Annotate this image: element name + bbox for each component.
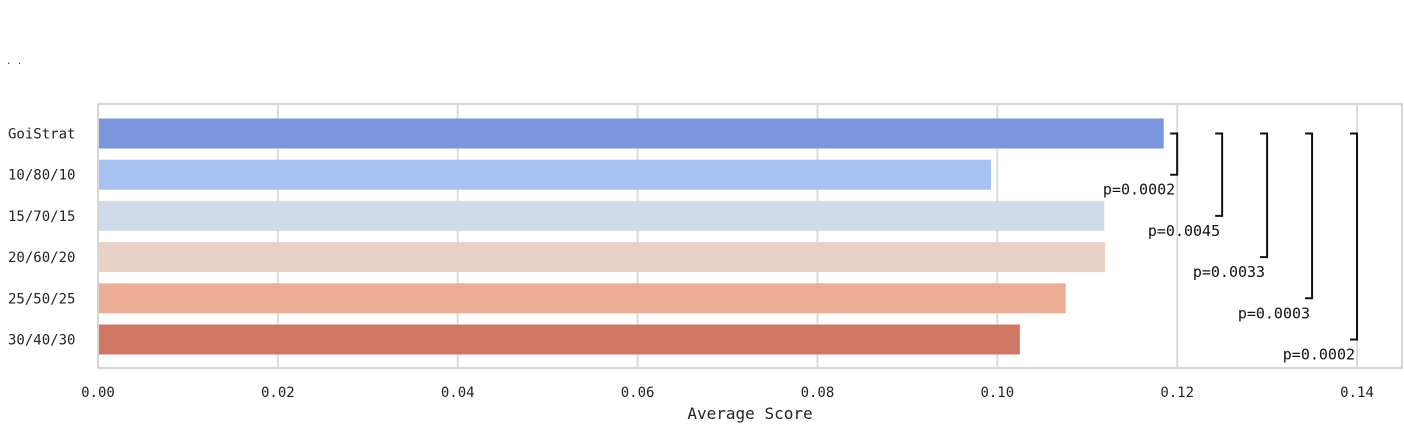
x-tick-label: 0.12 bbox=[1160, 385, 1194, 401]
x-tick-label: 0.10 bbox=[980, 385, 1014, 401]
p-value-label: p=0.0045 bbox=[1148, 222, 1220, 240]
plot-frame bbox=[97, 103, 1403, 369]
category-label: 30/40/30 bbox=[8, 333, 75, 349]
bar bbox=[99, 159, 992, 190]
p-value-label: p=0.0002 bbox=[1283, 346, 1355, 364]
x-tick-label: 0.08 bbox=[801, 385, 835, 401]
category-label: 15/70/15 bbox=[8, 209, 75, 225]
category-labels: GoiStrat 10/80/10 15/70/15 20/60/20 25/50/25… bbox=[8, 127, 75, 349]
x-axis-label: Average Score bbox=[687, 404, 812, 423]
bar bbox=[99, 200, 1105, 231]
bars bbox=[99, 118, 1164, 355]
significance-bracket bbox=[1350, 132, 1359, 341]
significance-brackets: p=0.0002 p=0.0045 p=0.0033 p=0.0003 p=0.0002 bbox=[1103, 132, 1359, 364]
x-tick-label: 0.00 bbox=[81, 385, 115, 401]
category-label: 20/60/20 bbox=[8, 250, 75, 266]
p-value-label: p=0.0033 bbox=[1193, 263, 1265, 281]
bar bbox=[99, 242, 1106, 273]
x-tick-label: 0.02 bbox=[261, 385, 295, 401]
bar bbox=[99, 283, 1066, 314]
category-label: GoiStrat bbox=[8, 127, 75, 143]
x-tick-labels: 0.00 0.02 0.04 0.06 0.08 0.10 0.12 0.14 bbox=[81, 385, 1374, 401]
significance-bracket bbox=[1260, 132, 1269, 259]
category-label: 10/80/10 bbox=[8, 168, 75, 184]
p-value-label: p=0.0002 bbox=[1103, 181, 1175, 199]
bar bbox=[99, 118, 1164, 149]
category-label: 25/50/25 bbox=[8, 291, 75, 307]
x-tick-label: 0.06 bbox=[621, 385, 655, 401]
bar bbox=[99, 324, 1020, 355]
x-tick-label: 0.04 bbox=[441, 385, 475, 401]
p-value-label: p=0.0003 bbox=[1238, 304, 1310, 322]
significance-bracket bbox=[1305, 132, 1314, 300]
corner-text: . . bbox=[6, 57, 22, 67]
x-tick-label: 0.14 bbox=[1340, 385, 1374, 401]
significance-bracket bbox=[1170, 132, 1179, 176]
significance-bracket bbox=[1215, 132, 1224, 217]
